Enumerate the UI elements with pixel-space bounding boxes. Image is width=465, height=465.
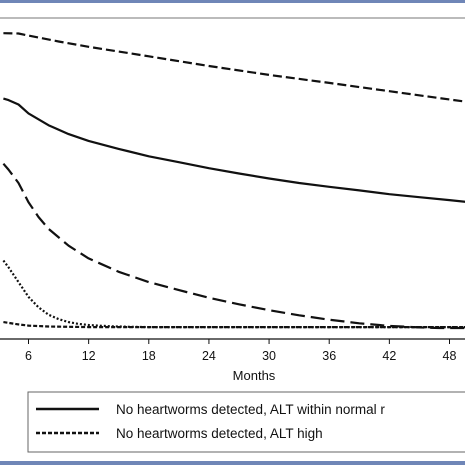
series-layer — [2, 32, 465, 330]
x-axis-title: Months — [233, 368, 276, 383]
x-tick-label: 6 — [25, 349, 32, 363]
legend-box — [27, 391, 465, 453]
legend-label-1: No heartworms detected, ALT within norma… — [116, 402, 385, 417]
series-line-3 — [2, 162, 465, 330]
x-tick-label: 36 — [322, 349, 336, 363]
series-line-4 — [2, 259, 465, 329]
legend: No heartworms detected, ALT within norma… — [27, 391, 465, 453]
legend-items: No heartworms detected, ALT within norma… — [36, 402, 385, 441]
x-tick-label: 24 — [202, 349, 216, 363]
x-tick-label: 12 — [82, 349, 96, 363]
series-line-2 — [3, 97, 465, 203]
x-tick-label: 30 — [262, 349, 276, 363]
series-line-5 — [3, 321, 465, 329]
x-tick-label: 42 — [382, 349, 396, 363]
plot-frame — [0, 17, 465, 340]
x-axis-ticks: 6 12 18 24 30 36 42 48 — [25, 339, 456, 363]
top-frame-band — [0, 0, 465, 3]
legend-label-2: No heartworms detected, ALT high — [116, 426, 323, 441]
x-tick-label: 48 — [443, 349, 457, 363]
series-line-1 — [3, 32, 465, 103]
x-tick-label: 18 — [142, 349, 156, 363]
bottom-frame-band — [0, 461, 465, 465]
